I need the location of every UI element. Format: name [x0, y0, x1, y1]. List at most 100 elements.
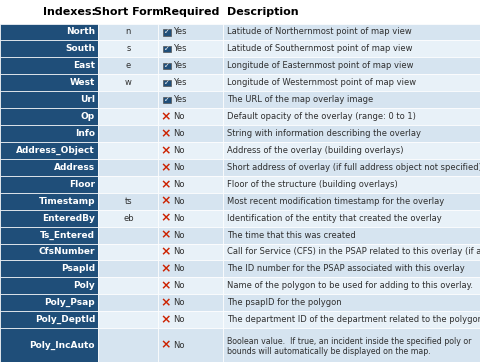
Bar [98, 210, 158, 227]
Bar [98, 294, 158, 311]
Bar [223, 24, 480, 41]
Bar [163, 80, 171, 87]
Text: Short Form: Short Form [94, 7, 163, 17]
Bar [0, 176, 98, 193]
Bar [158, 260, 223, 277]
Bar [158, 108, 223, 125]
Bar [98, 41, 158, 57]
Text: No: No [173, 315, 185, 324]
Text: ×: × [161, 178, 171, 191]
Bar [98, 24, 158, 41]
Text: Timestamp: Timestamp [38, 197, 95, 206]
Text: The ID number for the PSAP associated with this overlay: The ID number for the PSAP associated wi… [227, 264, 464, 273]
Text: Required: Required [163, 7, 219, 17]
Text: Yes: Yes [173, 45, 187, 54]
Text: No: No [173, 298, 185, 307]
Bar [0, 91, 98, 108]
Text: ✓: ✓ [164, 63, 170, 69]
Bar [223, 91, 480, 108]
Text: Yes: Yes [173, 61, 187, 70]
Bar [158, 74, 223, 91]
Bar [223, 176, 480, 193]
Bar [98, 311, 158, 328]
Text: PsapId: PsapId [61, 264, 95, 273]
Text: Name of the polygon to be used for adding to this overlay.: Name of the polygon to be used for addin… [227, 281, 472, 290]
Text: ✓: ✓ [164, 80, 170, 86]
Text: ×: × [161, 127, 171, 140]
Text: ×: × [161, 245, 171, 258]
Text: Poly_Psap: Poly_Psap [45, 298, 95, 307]
Bar [0, 41, 98, 57]
Text: Address_Object: Address_Object [16, 146, 95, 155]
Bar [98, 260, 158, 277]
Bar [0, 210, 98, 227]
Text: eb: eb [123, 214, 134, 223]
Bar [158, 176, 223, 193]
Bar [223, 57, 480, 74]
Bar [0, 57, 98, 74]
Bar [0, 159, 98, 176]
Bar [223, 74, 480, 91]
Text: Address of the overlay (building overlays): Address of the overlay (building overlay… [227, 146, 403, 155]
Bar [98, 57, 158, 74]
Bar [0, 24, 98, 41]
Text: Short address of overlay (if full address object not specified): Short address of overlay (if full addres… [227, 163, 480, 172]
Bar [0, 193, 98, 210]
Text: ts: ts [125, 197, 132, 206]
Text: Latitude of Southernmost point of map view: Latitude of Southernmost point of map vi… [227, 45, 412, 54]
Text: Info: Info [75, 129, 95, 138]
Bar [223, 277, 480, 294]
Bar [163, 29, 171, 35]
Bar [98, 176, 158, 193]
Text: Yes: Yes [173, 95, 187, 104]
Text: No: No [173, 146, 185, 155]
Bar [0, 260, 98, 277]
Bar [163, 63, 171, 70]
Bar [98, 108, 158, 125]
Text: Boolean value.  If true, an incident inside the specified poly or bounds will au: Boolean value. If true, an incident insi… [227, 337, 471, 356]
Text: CfsNumber: CfsNumber [38, 248, 95, 257]
Bar [223, 159, 480, 176]
Text: No: No [173, 112, 185, 121]
Bar [0, 125, 98, 142]
Bar [0, 244, 98, 260]
Bar [98, 125, 158, 142]
Text: ×: × [161, 110, 171, 123]
Text: Poly: Poly [73, 281, 95, 290]
Bar [0, 0, 480, 24]
Bar [98, 74, 158, 91]
Bar [98, 159, 158, 176]
Text: ×: × [161, 161, 171, 174]
Bar [158, 41, 223, 57]
Bar [0, 294, 98, 311]
Text: South: South [65, 45, 95, 54]
Text: No: No [173, 264, 185, 273]
Bar [223, 294, 480, 311]
Text: Longitude of Easternmost point of map view: Longitude of Easternmost point of map vi… [227, 61, 413, 70]
Bar [223, 328, 480, 362]
Bar [163, 97, 171, 103]
Bar [158, 57, 223, 74]
Bar [158, 328, 223, 362]
Bar [158, 193, 223, 210]
Bar [158, 311, 223, 328]
Text: North: North [66, 28, 95, 37]
Text: No: No [173, 129, 185, 138]
Text: ×: × [161, 144, 171, 157]
Bar [158, 277, 223, 294]
Bar [158, 24, 223, 41]
Bar [158, 294, 223, 311]
Text: The URL of the map overlay image: The URL of the map overlay image [227, 95, 373, 104]
Bar [163, 46, 171, 52]
Bar [98, 227, 158, 244]
Bar [0, 328, 98, 362]
Bar [223, 125, 480, 142]
Text: Indexes:: Indexes: [43, 7, 96, 17]
Text: No: No [173, 231, 185, 240]
Bar [158, 125, 223, 142]
Text: Description: Description [227, 7, 299, 17]
Text: ×: × [161, 338, 171, 352]
Bar [158, 227, 223, 244]
Text: Latitude of Northernmost point of map view: Latitude of Northernmost point of map vi… [227, 28, 411, 37]
Bar [158, 159, 223, 176]
